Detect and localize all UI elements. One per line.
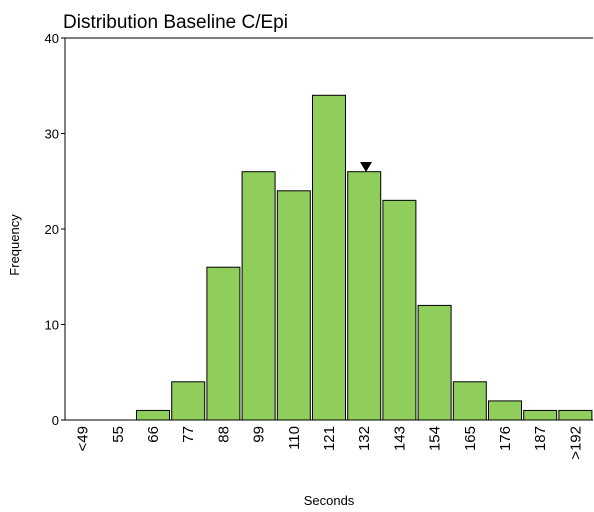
x-tick-label: 77 [180, 426, 197, 443]
bar [452, 381, 487, 421]
y-tick-label: 20 [45, 222, 59, 237]
x-tick-label: 132 [356, 426, 373, 451]
bar [347, 171, 382, 421]
x-tick-label: 143 [391, 426, 408, 451]
x-tick-label: 165 [462, 426, 479, 451]
x-tick-label: 88 [215, 426, 232, 443]
x-tick-label: <49 [75, 426, 92, 451]
x-tick-label: 66 [145, 426, 162, 443]
x-tick-label: 110 [286, 426, 303, 450]
bar [136, 409, 170, 421]
bar [312, 94, 346, 421]
x-tick-label: 55 [110, 426, 127, 443]
y-axis-label: Frequency [7, 214, 22, 276]
bar [241, 171, 276, 421]
x-axis-label: Seconds [304, 493, 355, 508]
x-tick-label: 99 [251, 426, 268, 443]
bar [382, 199, 417, 421]
bar [276, 190, 311, 421]
x-tick-label: 121 [321, 426, 338, 451]
marker [360, 162, 372, 172]
bar [417, 304, 452, 421]
y-tick-label: 40 [45, 31, 59, 46]
bar [558, 409, 593, 421]
y-tick-label: 10 [45, 318, 59, 333]
x-tick-label: 176 [497, 426, 514, 451]
chart-title: Distribution Baseline C/Epi [63, 12, 288, 33]
x-tick-label: 154 [427, 426, 444, 451]
bar [523, 409, 558, 421]
bar [206, 266, 241, 421]
x-tick-label: 187 [532, 426, 549, 451]
bar [488, 400, 522, 421]
x-tick-label: >192 [567, 426, 584, 460]
bar [171, 381, 206, 421]
y-tick-label: 30 [45, 127, 59, 142]
y-tick-label: 0 [52, 413, 59, 428]
